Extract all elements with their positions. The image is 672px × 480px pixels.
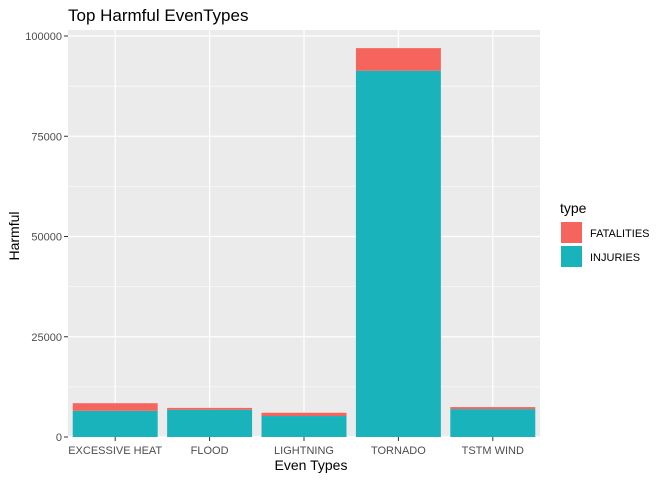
legend-label-injuries: INJURIES [590,252,640,264]
bar-injuries-tornado [355,70,441,438]
x-tick-label: LIGHTNING [274,445,334,457]
bar-injuries-tstm-wind [450,409,536,437]
bar-fatalities-tstm-wind [450,407,536,410]
legend-label-fatalities: FATALITIES [590,228,650,240]
legend-key-injuries [561,246,582,267]
x-tick-label: FLOOD [191,445,229,457]
legend-title: type [560,200,587,216]
y-axis-title: Harmful [6,211,22,260]
bar-injuries-excessive-heat [72,410,158,437]
bar-injuries-lightning [261,416,347,437]
x-tick-label: TORNADO [371,445,426,457]
y-tick-label: 25000 [31,332,62,344]
bar-injuries-flood [167,409,253,437]
y-tick-label: 75000 [31,131,62,143]
y-tick-label: 50000 [31,232,62,244]
x-axis: EXCESSIVE HEAT FLOOD LIGHTNING TORNADO TSTM … [68,437,524,457]
grid-lines [68,30,540,438]
legend-key-fatalities [561,222,582,243]
y-tick-label: 0 [56,432,62,444]
x-tick-label: EXCESSIVE HEAT [68,445,162,457]
bars [72,48,536,438]
bar-fatalities-tornado [355,48,441,71]
chart-title: Top Harmful EvenTypes [68,6,248,25]
x-axis-title: Even Types [275,457,348,473]
bar-fatalities-excessive-heat [72,403,158,411]
bar-fatalities-lightning [261,412,347,417]
y-axis: 0 25000 50000 75000 100000 [25,31,68,444]
y-tick-label: 100000 [25,31,62,43]
x-tick-label: TSTM WIND [462,445,524,457]
legend: type FATALITIES INJURIES [560,200,650,267]
bar-fatalities-flood [167,407,253,410]
